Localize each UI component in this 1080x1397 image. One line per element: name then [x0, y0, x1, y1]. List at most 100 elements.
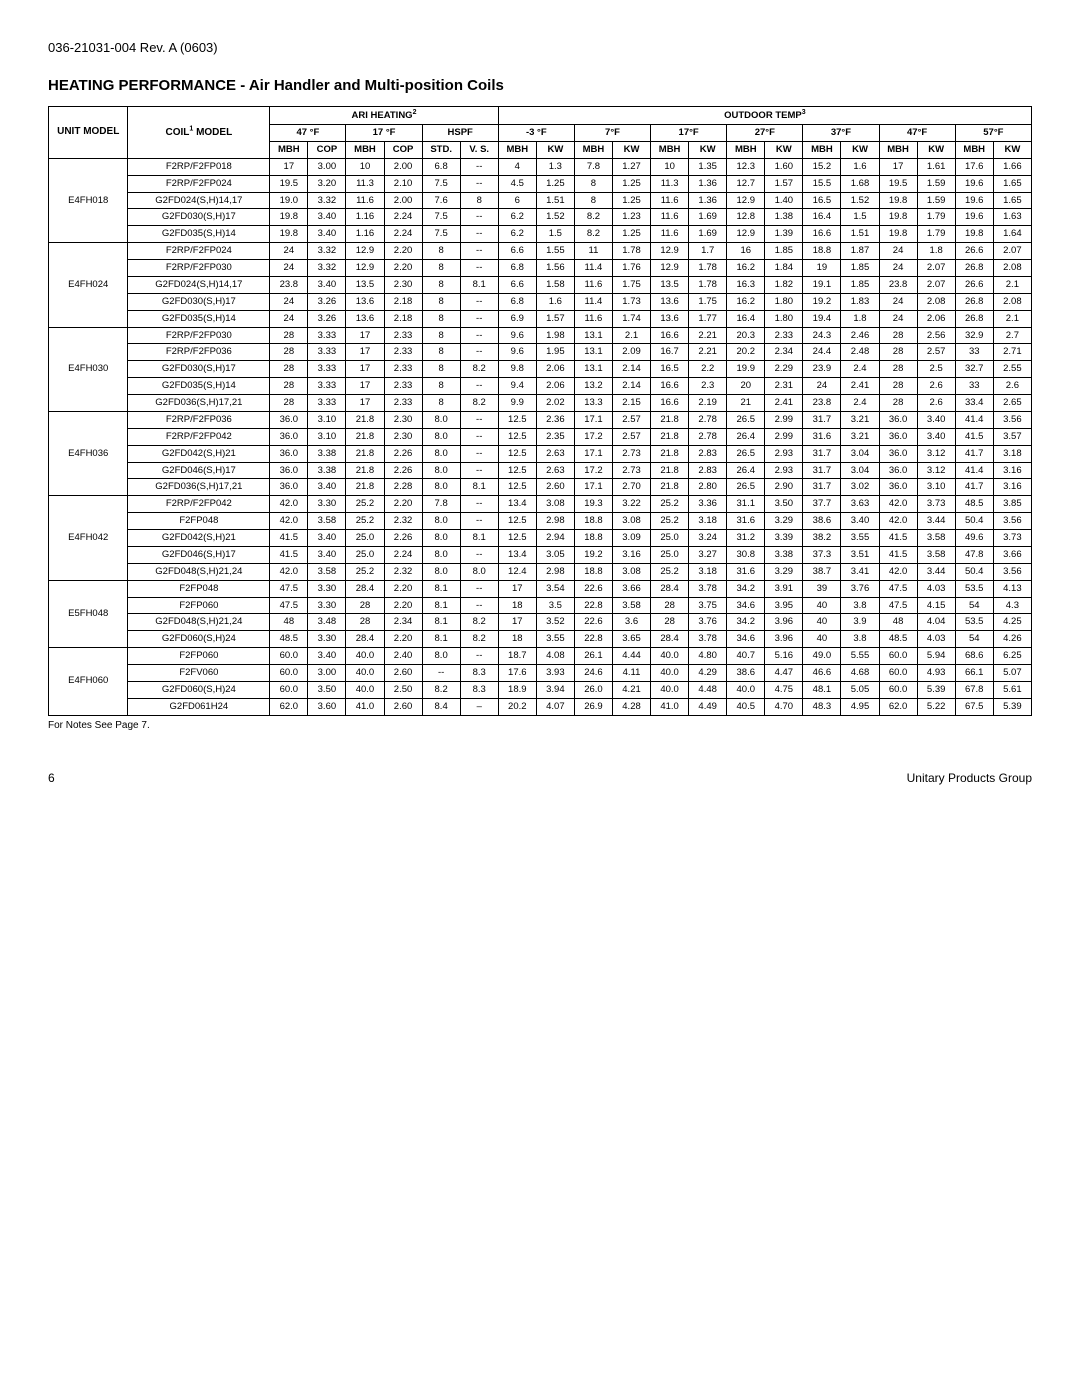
data-cell: 17: [498, 614, 536, 631]
data-cell: 6.8: [498, 260, 536, 277]
data-cell: 3.65: [612, 631, 650, 648]
data-cell: 8.2: [574, 209, 612, 226]
data-cell: 19.2: [574, 546, 612, 563]
data-cell: 12.5: [498, 513, 536, 530]
data-cell: 41.5: [879, 546, 917, 563]
coil-model-cell: G2FD035(S,H)14: [128, 226, 270, 243]
data-cell: 11.6: [346, 192, 384, 209]
data-cell: 8.0: [422, 530, 460, 547]
data-cell: 19.8: [270, 209, 308, 226]
unit-model-cell: E4FH060: [49, 648, 128, 716]
data-cell: 17.2: [574, 462, 612, 479]
data-cell: 3.66: [612, 580, 650, 597]
data-cell: 12.5: [498, 479, 536, 496]
th-sub: KW: [841, 141, 879, 158]
data-cell: --: [460, 293, 498, 310]
data-cell: 36.0: [270, 462, 308, 479]
data-cell: 17: [346, 378, 384, 395]
data-cell: 3.10: [308, 428, 346, 445]
data-cell: 8.0: [422, 462, 460, 479]
data-cell: 2.33: [765, 327, 803, 344]
data-cell: 28.4: [346, 631, 384, 648]
data-cell: 2.40: [384, 648, 422, 665]
data-cell: 2.18: [384, 293, 422, 310]
data-cell: 2.78: [689, 428, 727, 445]
data-cell: 60.0: [879, 665, 917, 682]
data-cell: 19.1: [803, 276, 841, 293]
data-cell: 4.28: [612, 698, 650, 715]
data-cell: 4.49: [689, 698, 727, 715]
data-cell: 1.5: [841, 209, 879, 226]
data-cell: 13.6: [346, 293, 384, 310]
table-row: E4FH042F2RP/F2FP04242.03.3025.22.207.8--…: [49, 496, 1032, 513]
data-cell: 3.40: [308, 209, 346, 226]
data-cell: 2.83: [689, 462, 727, 479]
data-cell: 19.8: [879, 209, 917, 226]
coil-model-cell: G2FD048(S,H)21,24: [128, 563, 270, 580]
data-cell: 19.5: [879, 175, 917, 192]
data-cell: 60.0: [270, 665, 308, 682]
data-cell: 1.57: [765, 175, 803, 192]
data-cell: 18.8: [574, 563, 612, 580]
data-cell: 8.1: [460, 479, 498, 496]
data-cell: 28.4: [651, 580, 689, 597]
data-cell: 13.1: [574, 361, 612, 378]
data-cell: 3.20: [308, 175, 346, 192]
data-cell: 19.8: [955, 226, 993, 243]
data-cell: 16.5: [651, 361, 689, 378]
data-cell: 12.7: [727, 175, 765, 192]
data-cell: 19.8: [270, 226, 308, 243]
data-cell: 34.2: [727, 580, 765, 597]
table-row: G2FD035(S,H)14243.2613.62.188--6.91.5711…: [49, 310, 1032, 327]
data-cell: 28: [270, 344, 308, 361]
data-cell: 3.30: [308, 496, 346, 513]
data-cell: 3.30: [308, 580, 346, 597]
table-row: F2FP04842.03.5825.22.328.0--12.52.9818.8…: [49, 513, 1032, 530]
table-row: E5FH048F2FP04847.53.3028.42.208.1--173.5…: [49, 580, 1032, 597]
data-cell: 1.84: [765, 260, 803, 277]
data-cell: 8.1: [422, 580, 460, 597]
data-cell: 2.73: [612, 462, 650, 479]
data-cell: 2.36: [536, 411, 574, 428]
data-cell: 10: [651, 158, 689, 175]
data-cell: 2.19: [689, 395, 727, 412]
data-cell: 4.70: [765, 698, 803, 715]
table-row: G2FD048(S,H)21,2442.03.5825.22.328.08.01…: [49, 563, 1032, 580]
table-row: G2FD061H2462.03.6041.02.608.4–20.24.0726…: [49, 698, 1032, 715]
data-cell: 11.6: [651, 209, 689, 226]
data-cell: 21.8: [651, 479, 689, 496]
coil-model-cell: G2FD042(S,H)21: [128, 530, 270, 547]
footer-right: Unitary Products Group: [907, 771, 1032, 785]
data-cell: 8: [422, 260, 460, 277]
data-cell: 2.32: [384, 513, 422, 530]
data-cell: 2.20: [384, 580, 422, 597]
data-cell: 62.0: [270, 698, 308, 715]
data-cell: 36.0: [270, 428, 308, 445]
data-cell: 8.0: [460, 563, 498, 580]
data-cell: 21.8: [346, 445, 384, 462]
data-cell: 41.5: [879, 530, 917, 547]
unit-model-cell: E4FH030: [49, 327, 128, 411]
data-cell: 48.5: [955, 496, 993, 513]
th-temp: -3 °F: [498, 125, 574, 142]
data-cell: 68.6: [955, 648, 993, 665]
data-cell: 20: [727, 378, 765, 395]
data-cell: 16.4: [727, 310, 765, 327]
data-cell: 3.91: [765, 580, 803, 597]
data-cell: 16: [727, 243, 765, 260]
data-cell: 3.56: [993, 411, 1031, 428]
data-cell: 19.9: [727, 361, 765, 378]
data-cell: --: [460, 462, 498, 479]
data-cell: --: [460, 260, 498, 277]
data-cell: 17: [346, 344, 384, 361]
data-cell: 26.5: [727, 479, 765, 496]
data-cell: 8.0: [422, 411, 460, 428]
data-cell: 8: [574, 175, 612, 192]
data-cell: 2.6: [993, 378, 1031, 395]
data-cell: 26.5: [727, 411, 765, 428]
data-cell: 8: [422, 361, 460, 378]
data-cell: 19.5: [270, 175, 308, 192]
data-cell: 2.15: [612, 395, 650, 412]
data-cell: 3.76: [689, 614, 727, 631]
data-cell: 12.9: [727, 226, 765, 243]
